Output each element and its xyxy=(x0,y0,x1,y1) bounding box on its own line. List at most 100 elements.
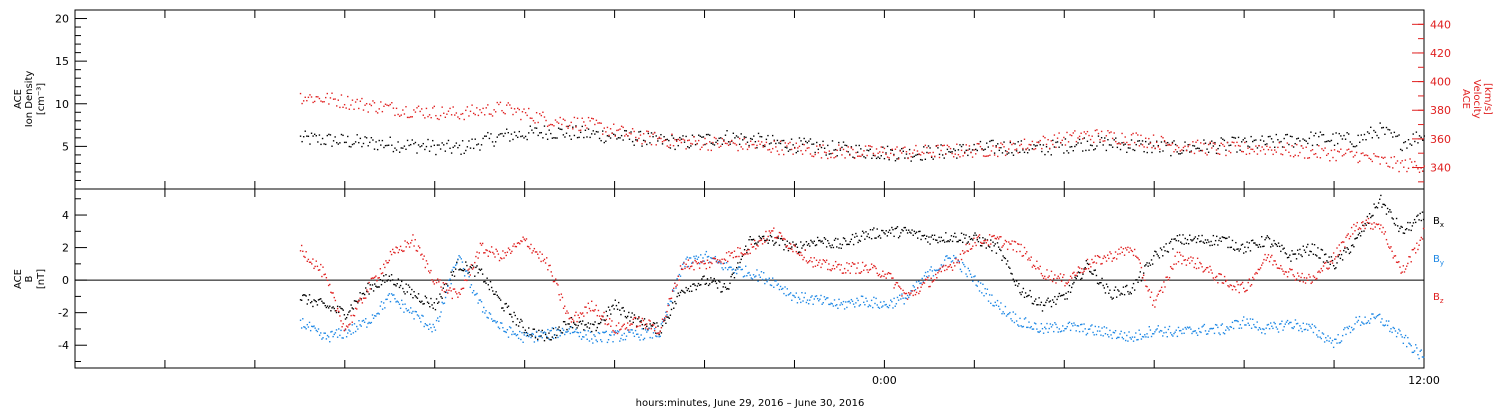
bz-point xyxy=(718,262,720,264)
bx-point xyxy=(1320,248,1322,251)
bx-point xyxy=(1257,246,1260,248)
bx-point xyxy=(429,305,431,308)
bz-point xyxy=(1060,280,1063,282)
bz-point xyxy=(646,323,648,325)
bz-point xyxy=(340,320,342,322)
bx-point xyxy=(486,277,488,279)
bz-point xyxy=(488,250,491,253)
bz-point xyxy=(653,329,656,332)
density-point xyxy=(1370,126,1372,129)
velocity-point xyxy=(710,149,713,152)
bz-point xyxy=(332,292,334,294)
by-point xyxy=(1346,326,1348,329)
by-point xyxy=(787,294,790,296)
bz-point xyxy=(460,288,462,290)
bx-point xyxy=(595,329,597,332)
velocity-point xyxy=(1420,167,1422,169)
velocity-point xyxy=(872,152,875,155)
bz-point xyxy=(632,318,634,320)
velocity-point xyxy=(498,103,500,106)
velocity-tick-label: 360 xyxy=(1430,133,1451,146)
by-point xyxy=(771,277,774,279)
bz-point xyxy=(1140,266,1143,269)
density-point xyxy=(595,130,598,133)
by-point xyxy=(614,330,616,332)
bz-point xyxy=(651,323,654,326)
bz-point xyxy=(471,268,474,270)
bx-point xyxy=(492,290,494,292)
velocity-point xyxy=(526,114,528,117)
bx-point xyxy=(981,245,983,247)
bz-point xyxy=(616,332,619,335)
bx-point xyxy=(985,247,987,249)
bz-point xyxy=(1340,241,1343,244)
density-point xyxy=(779,142,782,145)
velocity-point xyxy=(754,147,757,149)
bx-point xyxy=(1004,257,1007,260)
by-point xyxy=(975,284,977,286)
by-point xyxy=(1372,313,1374,315)
density-point xyxy=(496,136,498,138)
velocity-point xyxy=(602,133,604,135)
bz-point xyxy=(873,264,875,267)
bz-point xyxy=(906,298,909,300)
by-point xyxy=(1114,329,1117,332)
bz-point xyxy=(615,324,618,327)
bx-point xyxy=(1274,242,1276,245)
bz-point xyxy=(1400,272,1402,274)
velocity-point xyxy=(1052,143,1054,146)
bz-point xyxy=(1376,223,1379,226)
velocity-point xyxy=(1135,132,1137,134)
bz-point xyxy=(1042,277,1045,280)
bz-point xyxy=(1329,260,1331,263)
bz-point xyxy=(909,293,911,295)
velocity-point xyxy=(1285,149,1287,151)
velocity-point xyxy=(1086,130,1089,133)
density-point xyxy=(1272,141,1274,143)
velocity-point xyxy=(1148,137,1150,140)
density-point xyxy=(982,149,985,151)
velocity-point xyxy=(850,147,853,149)
density-point xyxy=(1379,122,1381,124)
velocity-point xyxy=(644,141,646,143)
density-point xyxy=(729,143,731,145)
velocity-point xyxy=(1187,145,1189,148)
bx-point xyxy=(335,311,338,314)
density-point xyxy=(1294,142,1296,145)
density-point xyxy=(1302,138,1304,140)
bx-point xyxy=(1154,250,1156,252)
by-point xyxy=(1402,342,1405,345)
bz-point xyxy=(1348,237,1351,240)
bx-point xyxy=(1343,249,1345,252)
density-point xyxy=(1203,139,1205,141)
density-point xyxy=(1077,142,1079,144)
velocity-point xyxy=(1110,131,1112,133)
density-point xyxy=(971,149,974,151)
by-point xyxy=(1323,341,1326,343)
bz-point xyxy=(891,277,893,279)
by-point xyxy=(1303,328,1306,331)
bx-point xyxy=(869,229,872,231)
bx-point xyxy=(1330,256,1333,258)
bz-point xyxy=(504,251,506,254)
bz-point xyxy=(897,285,900,287)
density-point xyxy=(1033,144,1035,146)
velocity-point xyxy=(1094,129,1097,132)
bx-point xyxy=(725,288,728,290)
by-point xyxy=(1002,311,1004,313)
bx-point xyxy=(314,299,316,302)
by-point xyxy=(1341,334,1344,337)
by-point xyxy=(1205,333,1208,335)
bz-point xyxy=(1252,276,1254,279)
velocity-point xyxy=(1008,148,1010,150)
density-point xyxy=(583,136,585,139)
density-point xyxy=(1336,142,1339,145)
velocity-point xyxy=(967,149,969,151)
bz-point xyxy=(1272,264,1274,266)
by-point xyxy=(452,266,455,269)
velocity-point xyxy=(1211,147,1213,149)
by-point xyxy=(995,304,998,306)
bz-point xyxy=(399,245,402,248)
bz-point xyxy=(814,265,817,267)
density-point xyxy=(797,150,799,153)
